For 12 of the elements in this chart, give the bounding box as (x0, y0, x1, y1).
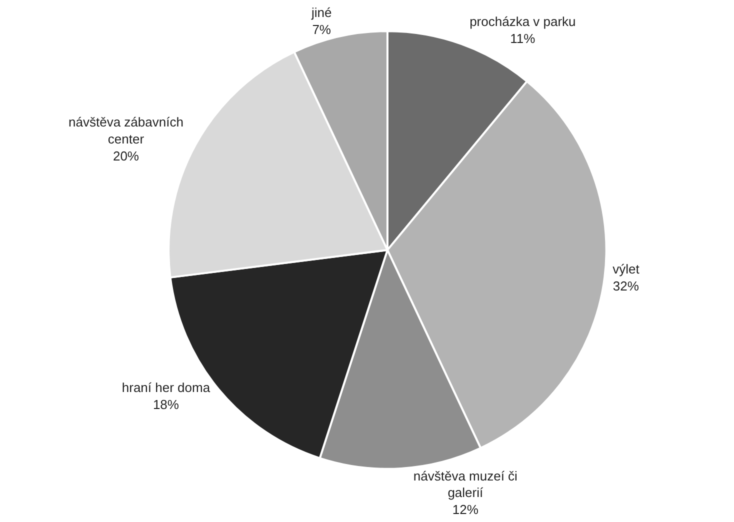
data-label: 11% (510, 30, 536, 46)
slice-label: jiné (310, 5, 332, 20)
data-label: 12% (452, 502, 479, 518)
slice-label: výlet (612, 262, 640, 277)
data-label: 18% (152, 396, 180, 412)
slice-label: návštěva zábavních center (68, 114, 184, 146)
slice-label: hraní her doma (122, 380, 211, 396)
slice-label: návštěva muzeí či galerií (413, 468, 518, 500)
slice-label: procházka v parku (470, 14, 576, 29)
data-label: 7% (312, 22, 332, 38)
data-label: 32% (612, 278, 640, 294)
data-label: 20% (112, 148, 140, 164)
